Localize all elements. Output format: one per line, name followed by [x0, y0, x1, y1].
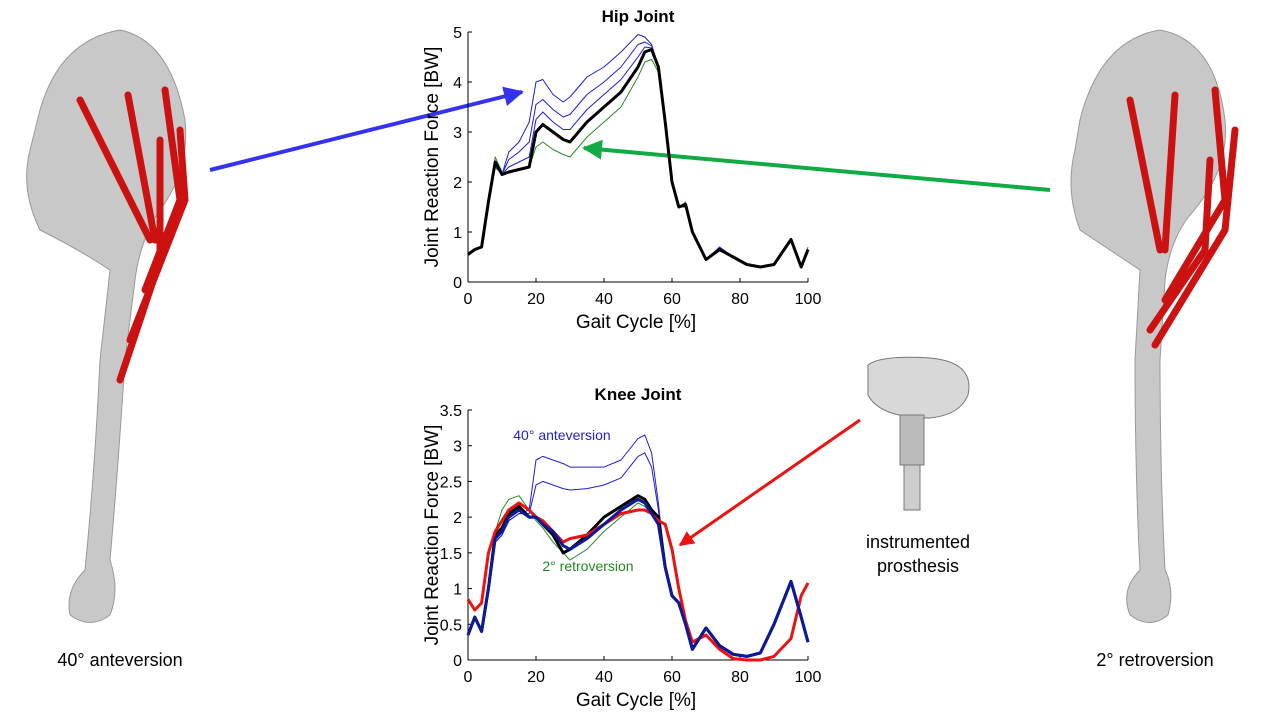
data-line: [467, 495, 809, 657]
y-tick-label: 0.5: [440, 617, 462, 634]
right-femur-illustration: [1070, 29, 1239, 623]
x-tick-label: 100: [795, 291, 822, 308]
annotation: 40° anteversion: [513, 427, 610, 443]
y-tick-label: 3: [453, 439, 462, 456]
data-line: [467, 48, 810, 269]
data-line: [466, 501, 810, 662]
y-tick-label: 2.5: [440, 474, 462, 491]
left-femur-illustration: [26, 29, 189, 623]
y-tick-label: 3.5: [440, 403, 462, 420]
x-tick-label: 40: [595, 291, 613, 308]
y-tick-label: 0: [453, 653, 462, 670]
y-axis-label: Joint Reaction Force [BW]: [422, 425, 443, 646]
x-tick-label: 80: [731, 669, 749, 686]
x-tick-label: 0: [464, 669, 473, 686]
caption: instrumented: [866, 532, 970, 552]
data-line: [467, 452, 809, 657]
arrow: [582, 139, 1051, 192]
y-tick-label: 2: [453, 510, 462, 527]
y-tick-label: 4: [453, 75, 462, 92]
y-tick-label: 2: [453, 175, 462, 192]
chart-title: Knee Joint: [595, 385, 682, 404]
x-tick-label: 20: [527, 291, 545, 308]
x-tick-label: 80: [731, 291, 749, 308]
data-line: [466, 497, 810, 658]
y-tick-label: 1.5: [440, 546, 462, 563]
x-tick-label: 20: [527, 669, 545, 686]
x-axis-label: Gait Cycle [%]: [576, 312, 696, 333]
y-tick-label: 5: [453, 25, 462, 42]
x-axis-label: Gait Cycle [%]: [576, 690, 696, 711]
arrow: [209, 86, 524, 172]
chart-title: Hip Joint: [602, 7, 675, 26]
x-tick-label: 0: [464, 291, 473, 308]
data-line: [466, 494, 810, 658]
caption: 40° anteversion: [57, 650, 182, 670]
x-tick-label: 100: [795, 669, 822, 686]
y-tick-label: 1: [453, 582, 462, 599]
caption: 2° retroversion: [1096, 650, 1213, 670]
y-tick-label: 0: [453, 275, 462, 292]
y-tick-label: 3: [453, 125, 462, 142]
arrow: [678, 418, 861, 547]
annotation: 2° retroversion: [542, 558, 633, 574]
x-tick-label: 60: [663, 669, 681, 686]
y-tick-label: 1: [453, 225, 462, 242]
x-tick-label: 40: [595, 669, 613, 686]
prosthesis-illustration: [867, 356, 970, 511]
caption: prosthesis: [877, 556, 959, 576]
y-axis-label: Joint Reaction Force [BW]: [422, 47, 443, 268]
data-line: [467, 46, 809, 268]
x-tick-label: 60: [663, 291, 681, 308]
data-line: [467, 434, 809, 657]
